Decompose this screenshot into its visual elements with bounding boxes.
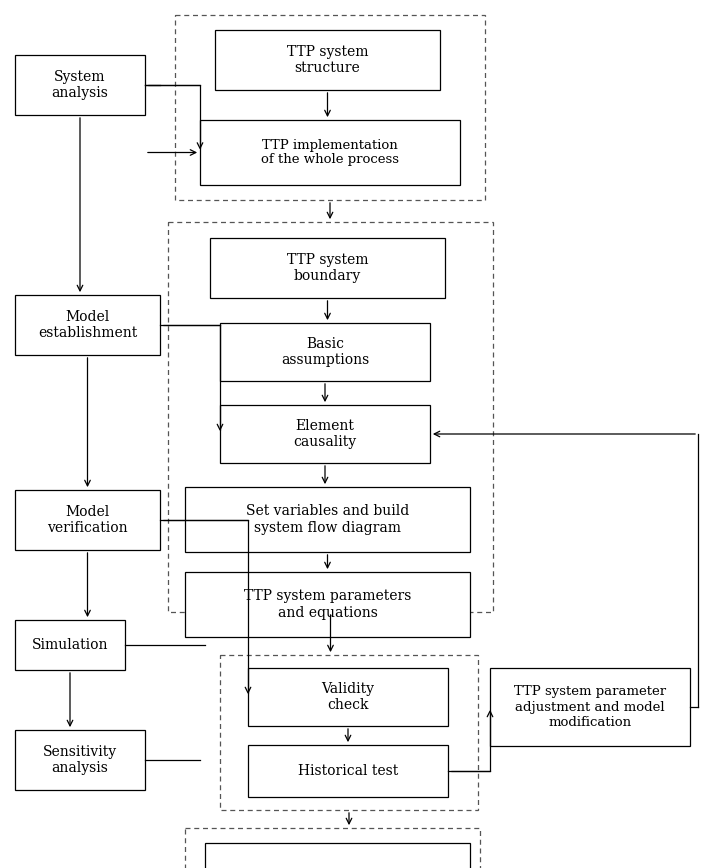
- FancyBboxPatch shape: [15, 730, 145, 790]
- Text: TTP system parameters
and equations: TTP system parameters and equations: [244, 589, 411, 620]
- Text: Validity
check: Validity check: [321, 682, 375, 712]
- Text: TTP system parameter
adjustment and model
modification: TTP system parameter adjustment and mode…: [514, 686, 666, 728]
- FancyBboxPatch shape: [15, 490, 160, 550]
- Text: TTP system
boundary: TTP system boundary: [287, 253, 368, 283]
- FancyBboxPatch shape: [215, 30, 440, 90]
- FancyBboxPatch shape: [200, 120, 460, 185]
- Text: Simulation: Simulation: [32, 638, 108, 652]
- Text: Model
establishment: Model establishment: [38, 310, 137, 340]
- Text: TTP system
structure: TTP system structure: [287, 45, 368, 76]
- FancyBboxPatch shape: [15, 55, 145, 115]
- Text: TTP implementation
of the whole process: TTP implementation of the whole process: [261, 139, 399, 167]
- FancyBboxPatch shape: [220, 323, 430, 381]
- FancyBboxPatch shape: [210, 238, 445, 298]
- Text: System
analysis: System analysis: [52, 70, 108, 100]
- FancyBboxPatch shape: [185, 572, 470, 637]
- Text: Basic
assumptions: Basic assumptions: [281, 337, 369, 367]
- Text: Sensitivity
analysis: Sensitivity analysis: [43, 745, 117, 775]
- FancyBboxPatch shape: [15, 620, 125, 670]
- Text: Element
causality: Element causality: [293, 419, 357, 449]
- Text: Historical test: Historical test: [298, 764, 398, 778]
- Text: Model
verification: Model verification: [47, 505, 128, 535]
- FancyBboxPatch shape: [490, 668, 690, 746]
- FancyBboxPatch shape: [220, 405, 430, 463]
- FancyBboxPatch shape: [15, 295, 160, 355]
- FancyBboxPatch shape: [185, 487, 470, 552]
- FancyBboxPatch shape: [248, 745, 448, 797]
- FancyBboxPatch shape: [205, 843, 470, 868]
- FancyBboxPatch shape: [248, 668, 448, 726]
- Text: Set variables and build
system flow diagram: Set variables and build system flow diag…: [246, 504, 409, 535]
